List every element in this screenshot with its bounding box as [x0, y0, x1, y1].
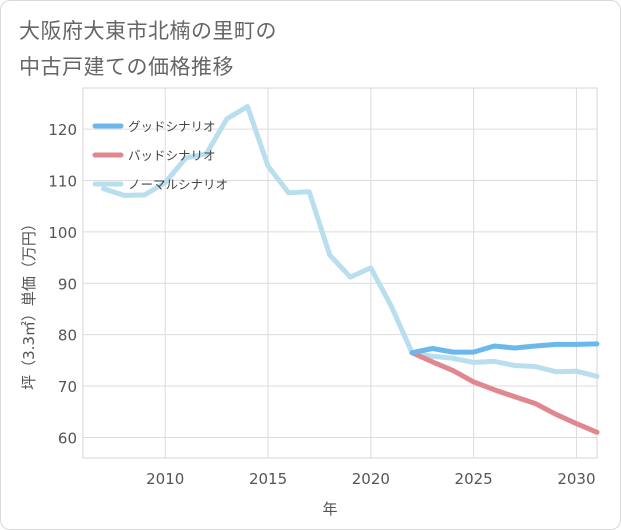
- series-line-1: [409, 350, 600, 435]
- chart-title-line-1: 大阪府大東市北楠の里町の: [19, 19, 277, 43]
- y-tick-label: 120: [48, 121, 77, 139]
- x-tick-label: 2030: [557, 470, 595, 488]
- x-tick-label: 2010: [146, 470, 184, 488]
- x-tick-label: 2020: [352, 470, 390, 488]
- y-tick-label: 100: [48, 224, 77, 242]
- y-tick-label: 70: [58, 378, 77, 396]
- chart-title: 大阪府大東市北楠の里町の 中古戸建ての価格推移: [19, 13, 277, 85]
- legend-label-2: ノーマルシナリオ: [128, 177, 228, 192]
- plot-area: [82, 87, 598, 459]
- series-line-2: [101, 104, 600, 379]
- y-tick-label: 60: [58, 429, 77, 447]
- x-tick-label: 2015: [249, 470, 287, 488]
- series-line-0: [409, 341, 600, 356]
- y-tick-label: 110: [48, 173, 77, 191]
- y-axis-label: 坪（3.3㎡）単価（万円）: [20, 216, 38, 390]
- y-tick-label: 90: [58, 275, 77, 293]
- legend-label-0: グッドシナリオ: [128, 119, 216, 134]
- x-tick-label: 2025: [455, 470, 493, 488]
- legend-label-1: バッドシナリオ: [128, 148, 216, 163]
- chart-title-line-2: 中古戸建ての価格推移: [19, 55, 234, 79]
- y-tick-label: 80: [58, 327, 77, 345]
- x-axis-label: 年: [322, 500, 337, 518]
